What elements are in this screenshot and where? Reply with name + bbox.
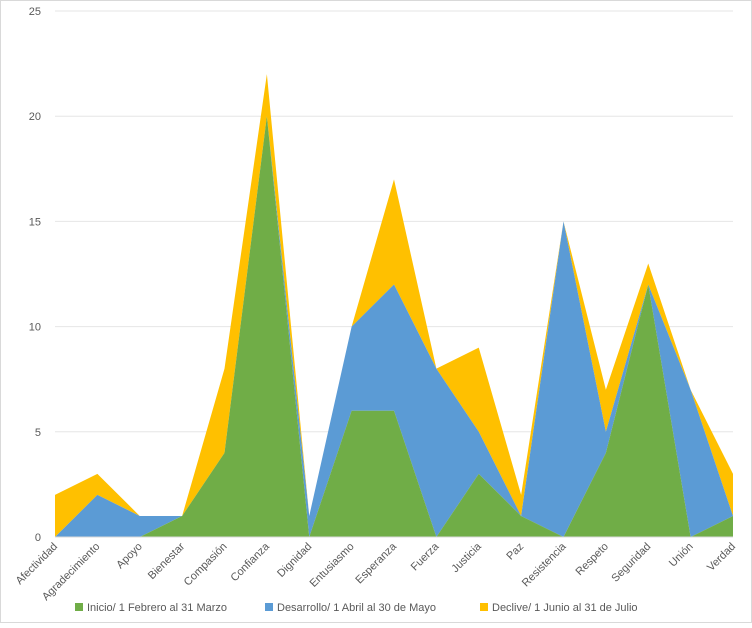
legend-label: Inicio/ 1 Febrero al 31 Marzo [87,602,227,614]
legend-swatch [480,603,488,611]
y-tick-label: 5 [35,427,41,439]
y-tick-label: 10 [29,322,41,334]
legend-label: Declive/ 1 Junio al 31 de Julio [492,602,638,614]
legend-label: Desarrollo/ 1 Abril al 30 de Mayo [277,602,436,614]
y-tick-label: 20 [29,111,41,123]
area [55,74,733,538]
y-tick-label: 0 [35,532,41,544]
y-tick-label: 25 [29,6,41,18]
legend-swatch [75,603,83,611]
y-tick-label: 15 [29,216,41,228]
area [55,116,733,537]
legend-swatch [265,603,273,611]
area [55,116,733,537]
